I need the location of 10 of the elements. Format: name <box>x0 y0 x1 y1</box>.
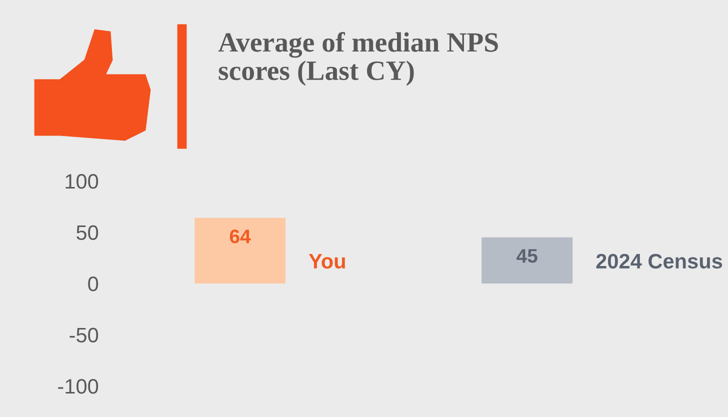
x-tick-label: 2024 Census <box>596 254 722 269</box>
y-tick-label: -100 <box>58 379 98 394</box>
y-tick-label: 100 <box>66 174 98 189</box>
y-tick-label: 50 <box>76 225 98 240</box>
chart-title: Average of median NPS scores (Last CY) <box>218 32 498 86</box>
data-label: 64 <box>230 230 251 244</box>
y-tick-label: 0 <box>88 276 98 292</box>
y-tick-label: -50 <box>70 328 98 343</box>
data-label: 45 <box>516 249 538 263</box>
x-tick-label: You <box>308 254 345 269</box>
